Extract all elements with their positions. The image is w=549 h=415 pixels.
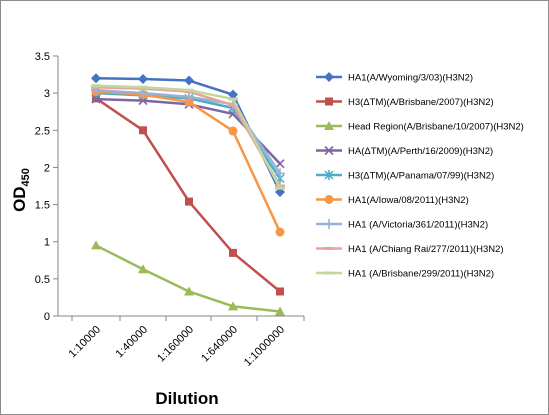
data-point-triangle xyxy=(324,121,334,130)
y-axis-ticks: 0 0.5 1 1.5 2 2.5 3 3.5 xyxy=(35,51,58,323)
data-point-triangle xyxy=(184,286,194,296)
data-point-square xyxy=(325,97,333,106)
data-point-triangle xyxy=(228,301,238,311)
legend-item: HA1 (A/Chiang Rai/277/2011)(H3N2) xyxy=(316,244,504,255)
legend-label: HA1 (A/Brisbane/299/2011)(H3N2) xyxy=(348,269,494,280)
legend-item: H3(ΔTM)(A/Panama/07/99)(H3N2) xyxy=(316,170,494,182)
data-point-diamond xyxy=(138,74,148,85)
legend-label: H3(ΔTM)(A/Panama/07/99)(H3N2) xyxy=(348,171,494,182)
x-tick-label: 1:1000000 xyxy=(242,324,287,369)
legend-label: HA1 (A/Victoria/361/2011)(H3N2) xyxy=(348,220,488,231)
x-tick-label: 1:40000 xyxy=(114,324,151,361)
series-9 xyxy=(91,84,285,190)
x-tick-label: 1:640000 xyxy=(199,324,240,365)
legend-item: HA1 (A/Victoria/361/2011)(H3N2) xyxy=(316,219,488,231)
legend-item: HA(ΔTM)(A/Perth/16/2009)(H3N2) xyxy=(316,145,493,157)
data-point-diamond xyxy=(184,75,194,86)
data-point-asterisk xyxy=(324,170,334,180)
data-point-triangle xyxy=(91,240,101,250)
y-tick-label: 0.5 xyxy=(35,274,50,286)
x-axis-ticks: 1:10000 1:40000 1:160000 1:640000 1:1000000 xyxy=(67,316,305,369)
data-point-square xyxy=(139,126,147,135)
y-tick-label: 2 xyxy=(44,162,50,174)
y-tick-label: 0 xyxy=(44,311,50,323)
series-layer xyxy=(91,73,285,316)
series-2 xyxy=(92,94,284,296)
series-line xyxy=(95,90,282,233)
y-tick-label: 1 xyxy=(44,237,50,249)
data-point-x xyxy=(324,145,334,156)
data-point-triangle xyxy=(275,306,285,316)
y-tick-label: 1.5 xyxy=(35,200,50,212)
legend-label: H3(ΔTM)(A/Brisbane/2007)(H3N2) xyxy=(348,97,494,108)
x-axis-title: Dilution xyxy=(155,389,218,408)
y-axis-title: OD450 xyxy=(10,168,32,212)
legend-label: HA1(A/Iowa/08/2011)(H3N2) xyxy=(348,195,469,206)
data-point-triangle xyxy=(138,264,148,274)
legend-item: HA1 (A/Brisbane/299/2011)(H3N2) xyxy=(316,269,494,280)
data-point-diamond xyxy=(91,73,101,84)
legend-item: HA1(A/Iowa/08/2011)(H3N2) xyxy=(316,195,469,206)
legend-item: H3(ΔTM)(A/Brisbane/2007)(H3N2) xyxy=(316,97,494,108)
data-point-x xyxy=(275,159,285,169)
legend-label: HA(ΔTM)(A/Perth/16/2009)(H3N2) xyxy=(348,146,493,157)
legend-item: Head Region(A/Brisbane/10/2007)(H3N2) xyxy=(316,121,524,133)
data-point-plus xyxy=(275,168,285,179)
data-point-circle xyxy=(228,126,238,136)
data-point-square xyxy=(185,197,193,206)
series-line xyxy=(95,244,281,313)
y-axis-title-subscript: 450 xyxy=(20,168,32,186)
plot-axes xyxy=(57,56,304,317)
y-tick-label: 3 xyxy=(44,88,50,100)
series-3 xyxy=(91,240,285,316)
series-line xyxy=(95,97,281,293)
y-tick-label: 3.5 xyxy=(35,51,50,63)
legend: HA1(A/Wyoming/3/03)(H3N2) H3(ΔTM)(A/Brisb… xyxy=(316,72,524,280)
data-point-plus xyxy=(324,219,334,229)
data-point-square xyxy=(229,248,237,257)
series-6 xyxy=(91,87,285,237)
legend-item: HA1(A/Wyoming/3/03)(H3N2) xyxy=(316,72,473,84)
data-point-circle xyxy=(275,227,285,237)
y-axis-title-main: OD xyxy=(10,186,29,212)
data-point-diamond xyxy=(228,89,238,100)
legend-label: HA1 (A/Chiang Rai/277/2011)(H3N2) xyxy=(348,244,504,255)
data-point-diamond xyxy=(324,72,334,82)
data-point-circle xyxy=(184,97,194,107)
data-point-square xyxy=(276,287,284,296)
data-point-plus xyxy=(184,91,194,102)
x-tick-label: 1:10000 xyxy=(67,324,104,361)
data-point-circle xyxy=(324,195,334,204)
legend-label: Head Region(A/Brisbane/10/2007)(H3N2) xyxy=(348,122,524,133)
legend-label: HA1(A/Wyoming/3/03)(H3N2) xyxy=(348,73,473,84)
y-tick-label: 2.5 xyxy=(35,125,50,137)
x-tick-label: 1:160000 xyxy=(155,324,196,365)
